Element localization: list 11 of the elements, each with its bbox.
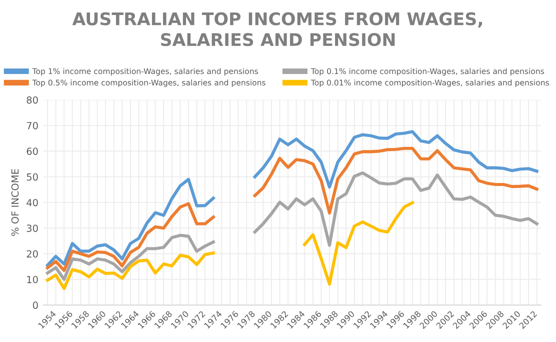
y-tick-label: 10	[27, 276, 38, 284]
y-tick-label: 60	[26, 148, 38, 155]
y-tick-label: 30	[26, 224, 38, 232]
y-tick-label: 80	[26, 96, 38, 104]
y-axis-title: % OF INCOME	[11, 169, 19, 236]
chart-title: AUSTRALIAN TOP INCOMES FROM WAGES, SALARIES AND PENSION	[72, 12, 482, 46]
y-tick-label: 50	[26, 173, 38, 181]
y-tick-label: 0	[32, 302, 38, 309]
y-tick-label: 70	[26, 122, 38, 130]
y-tick-label: 20	[26, 250, 38, 258]
y-tick-label: 40	[26, 198, 38, 206]
